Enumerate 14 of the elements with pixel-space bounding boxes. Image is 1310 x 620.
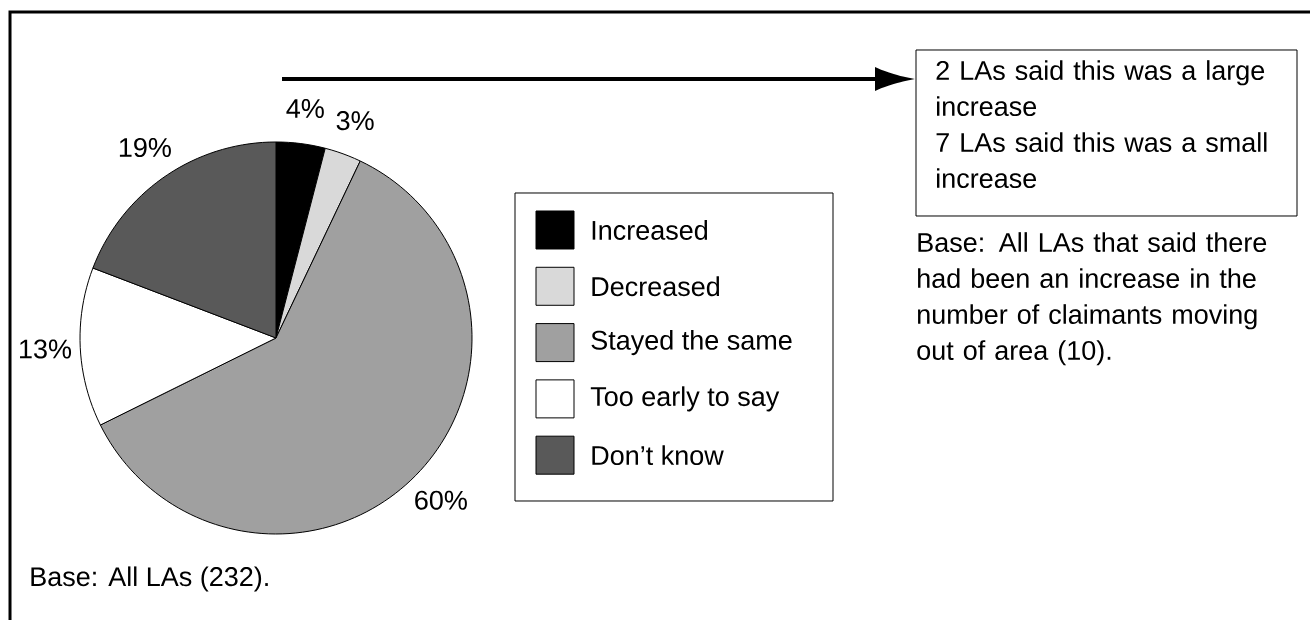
data-label: 60% bbox=[415, 490, 467, 510]
legend-label: Decreased bbox=[592, 276, 720, 297]
legend-label: Don’t know bbox=[592, 445, 724, 466]
legend-label: Too early to say bbox=[590, 386, 780, 412]
text: 7 LAs said this was a small increase bbox=[936, 132, 1267, 189]
data-label: 19% bbox=[119, 137, 171, 158]
data-label: 4% bbox=[286, 99, 324, 119]
legend-label: Increased bbox=[592, 220, 708, 240]
text: Base: All LAs (232). bbox=[31, 566, 268, 592]
text: Base: All LAs that said there had been an increase in the number of claimants moving out of area (10). bbox=[917, 232, 1267, 366]
text: 2 LAs said this was a large increase bbox=[936, 60, 1265, 117]
data-label: 13% bbox=[20, 339, 72, 359]
legend-label: Stayed the same bbox=[591, 329, 792, 356]
data-label: 3% bbox=[336, 111, 374, 131]
